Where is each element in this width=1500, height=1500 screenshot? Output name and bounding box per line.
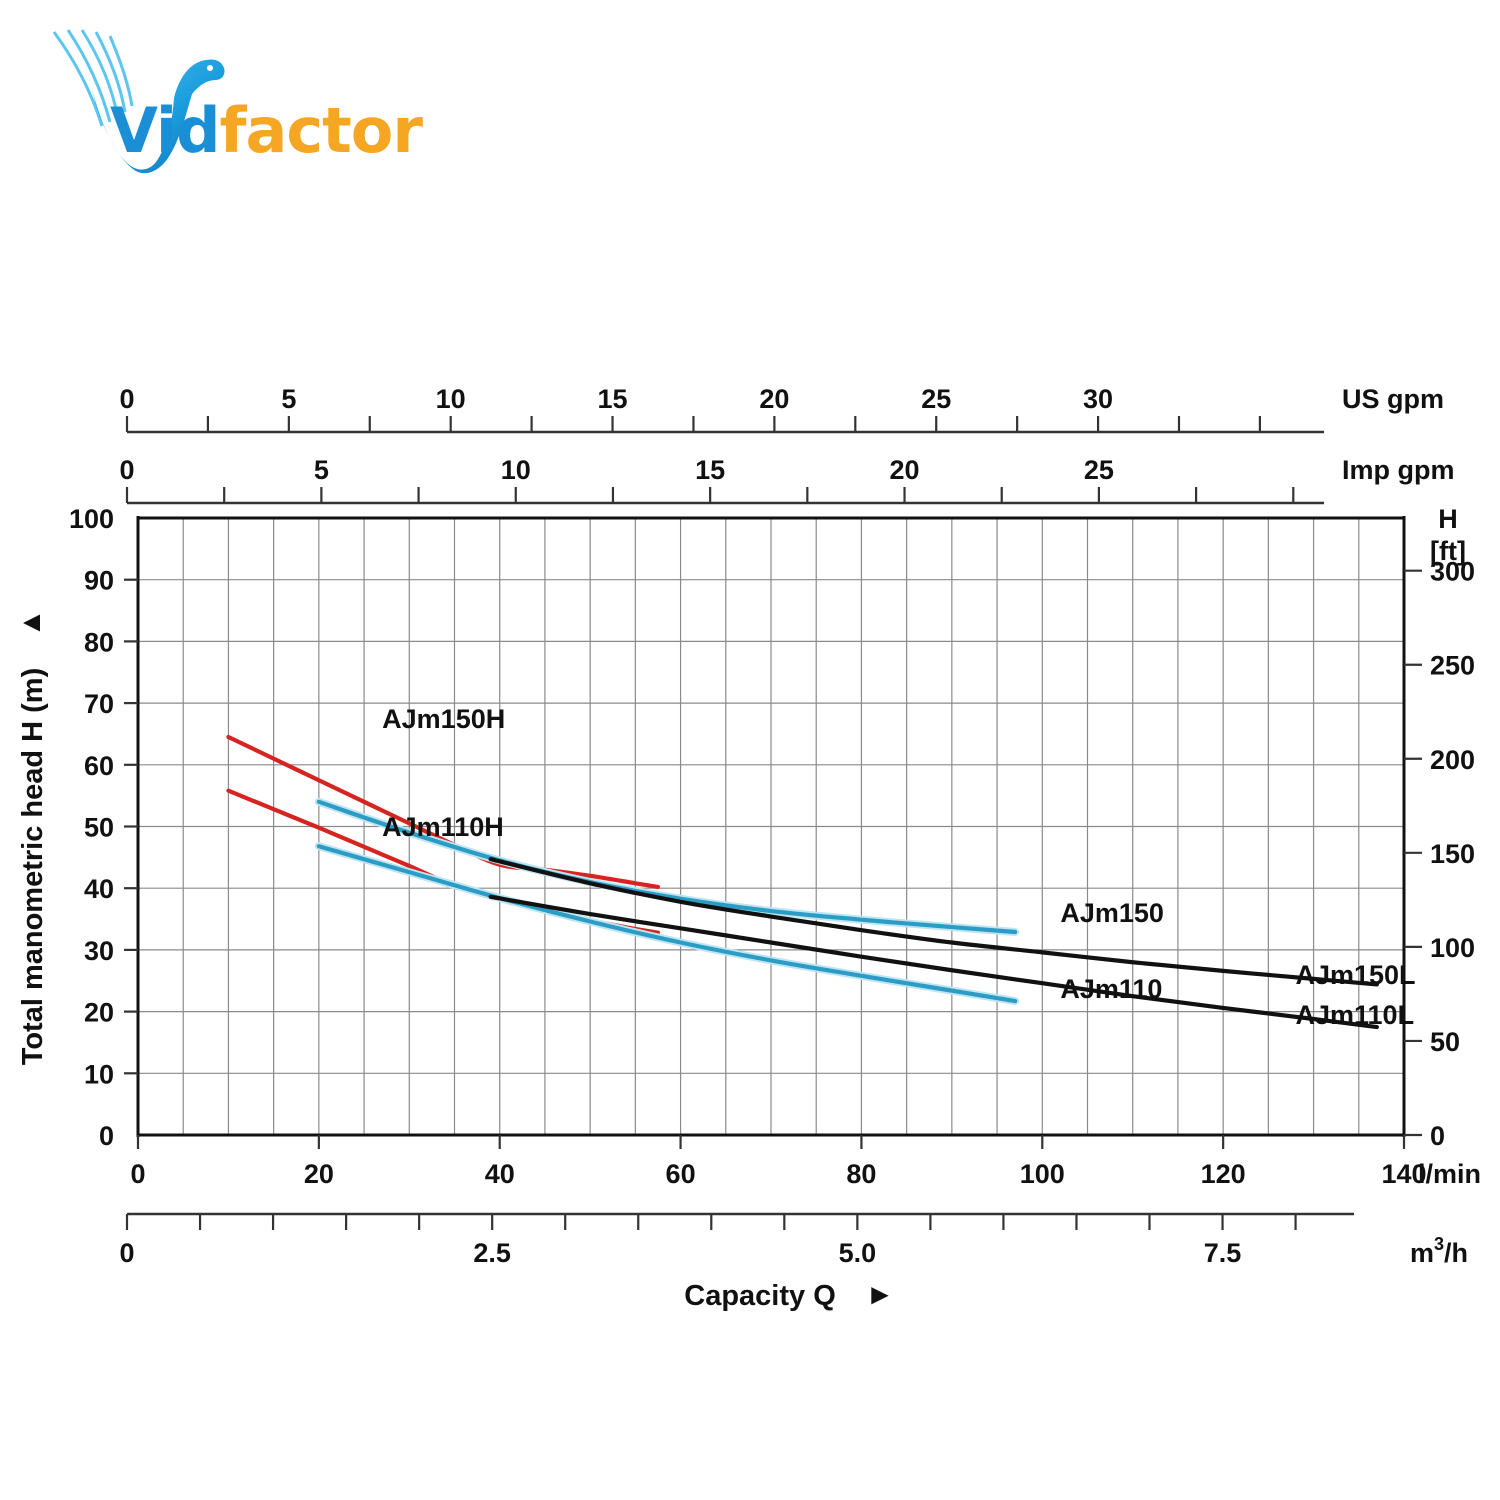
curve-line-AJm150L	[488, 857, 1379, 987]
axis-title-head-ft-line1: H	[1438, 504, 1458, 534]
superscript-3: 3	[1434, 1234, 1444, 1254]
curve-line-AJm110	[316, 844, 1018, 1004]
ticklabel-head-m: 40	[84, 874, 114, 904]
axis-title-imp-gpm: Imp gpm	[1342, 455, 1455, 485]
ticklabel-head-ft: 50	[1430, 1027, 1460, 1057]
ticklabel-head-m: 50	[84, 813, 114, 843]
ticklabel-m3h: 7.5	[1204, 1238, 1242, 1268]
chart-curves	[226, 734, 1379, 1030]
axis-imp-gpm: 0 5 10 15 20 25 Imp gpm	[119, 455, 1455, 505]
logo-word-factor: factor	[219, 94, 423, 167]
axis-title-head-ft-line2: [ft]	[1430, 536, 1466, 566]
ticklabel-imp-gpm: 0	[119, 455, 134, 485]
ticklabel-m3h: 5.0	[839, 1238, 877, 1268]
axis-title-capacity: Capacity Q	[684, 1280, 836, 1312]
ticklabel-head-m: 20	[84, 998, 114, 1028]
ticklabel-imp-gpm: 25	[1084, 455, 1114, 485]
axis-m3h: 0 2.5 5.0 7.5 m3/h	[119, 1212, 1468, 1268]
ticklabel-us-gpm: 10	[436, 384, 466, 414]
ticklabel-us-gpm: 30	[1083, 384, 1113, 414]
vidfactor-logo: Vidfactor	[40, 22, 423, 182]
curve-AJm110L	[488, 894, 1379, 1030]
ticklabel-us-gpm: 20	[759, 384, 789, 414]
curve-label-AJm110H: AJm110H	[382, 812, 504, 842]
chart-curve-labels: AJm150H AJm110H AJm150 AJm110 AJm150L AJm110L	[382, 704, 1415, 1030]
ticklabel-lpm: 20	[304, 1159, 334, 1189]
ticklabel-imp-gpm: 5	[314, 455, 329, 485]
ticklabel-lpm: 40	[485, 1159, 515, 1189]
ticklabel-head-m: 80	[84, 627, 114, 657]
curve-AJm150L	[488, 857, 1379, 987]
ticklabel-imp-gpm: 20	[890, 455, 920, 485]
ticklabel-lpm: 100	[1020, 1159, 1065, 1189]
y-axis-arrow-icon: ▲	[15, 609, 47, 638]
ticklabel-head-m: 30	[84, 936, 114, 966]
axis-title-head-m: Total manometric head H (m)	[17, 668, 49, 1065]
curve-line-AJm110L	[488, 894, 1379, 1030]
x-axis-arrow-icon: ►	[866, 1279, 895, 1311]
ticklabel-head-m: 100	[69, 504, 114, 534]
ticklabel-head-ft: 0	[1430, 1121, 1445, 1151]
ticklabel-us-gpm: 5	[281, 384, 296, 414]
ticklabel-lpm: 60	[666, 1159, 696, 1189]
curve-label-AJm110L: AJm110L	[1295, 1000, 1414, 1030]
curve-AJm150	[314, 797, 1020, 937]
axis-title-lpm: l/min	[1418, 1159, 1481, 1189]
curve-AJm110	[314, 842, 1020, 1006]
axis-head-m: 0 10 20 30 40 50 60 70 80 90 100 Total manometric h…	[15, 504, 140, 1151]
ticklabel-us-gpm: 25	[921, 384, 951, 414]
curve-label-AJm150: AJm150	[1060, 898, 1164, 928]
ticklabel-imp-gpm: 15	[695, 455, 725, 485]
curve-line-AJm150	[316, 799, 1018, 935]
logo-wordmark: Vidfactor	[110, 94, 423, 167]
ticklabel-lpm: 140	[1381, 1159, 1426, 1189]
axis-title-us-gpm: US gpm	[1342, 384, 1444, 414]
logo-word-vid: Vid	[110, 94, 221, 167]
m3h-unit-rest: /h	[1444, 1238, 1468, 1268]
ticklabel-head-ft: 300	[1430, 557, 1475, 587]
ticklabel-m3h: 0	[119, 1238, 134, 1268]
ticklabel-head-ft: 100	[1430, 933, 1475, 963]
ticklabel-head-ft: 150	[1430, 839, 1475, 869]
x-axis-title-group: Capacity Q ►	[684, 1279, 894, 1312]
axis-head-ft: 0 50 100 150 200 250 300 H[ft]	[1402, 504, 1475, 1151]
ticklabel-lpm: 80	[846, 1159, 876, 1189]
curve-label-AJm150H: AJm150H	[382, 704, 505, 734]
logo-bird-icon	[52, 29, 225, 174]
curve-label-AJm110: AJm110	[1060, 974, 1162, 1004]
ticklabel-lpm: 0	[130, 1159, 145, 1189]
axis-us-gpm: 0 5 10 15 20 25 30 US gpm	[119, 384, 1444, 434]
ticklabel-head-m: 10	[84, 1059, 114, 1089]
ticklabel-head-ft: 200	[1430, 745, 1475, 775]
ticklabel-m3h: 2.5	[473, 1238, 511, 1268]
ticklabel-head-m: 60	[84, 751, 114, 781]
ticklabel-head-m: 70	[84, 689, 114, 719]
ticklabel-us-gpm: 0	[119, 384, 134, 414]
ticklabel-head-ft: 250	[1430, 651, 1475, 681]
ticklabel-us-gpm: 15	[598, 384, 628, 414]
ticklabel-lpm: 120	[1201, 1159, 1246, 1189]
ticklabel-head-m: 0	[99, 1121, 114, 1151]
ticklabel-imp-gpm: 10	[501, 455, 531, 485]
curve-label-AJm150L: AJm150L	[1295, 960, 1415, 990]
ticklabel-head-m: 90	[84, 566, 114, 596]
chart-gridlines	[137, 517, 1405, 1136]
axis-title-m3h: m3/h	[1410, 1234, 1468, 1268]
